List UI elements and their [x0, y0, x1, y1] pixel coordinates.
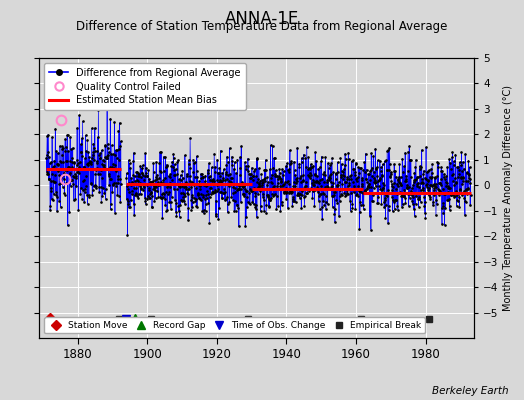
- Legend: Station Move, Record Gap, Time of Obs. Change, Empirical Break: Station Move, Record Gap, Time of Obs. C…: [44, 317, 425, 334]
- Y-axis label: Monthly Temperature Anomaly Difference (°C): Monthly Temperature Anomaly Difference (…: [503, 85, 513, 311]
- Text: ANNA-1E: ANNA-1E: [225, 10, 299, 28]
- Text: Difference of Station Temperature Data from Regional Average: Difference of Station Temperature Data f…: [77, 20, 447, 33]
- Text: Berkeley Earth: Berkeley Earth: [432, 386, 508, 396]
